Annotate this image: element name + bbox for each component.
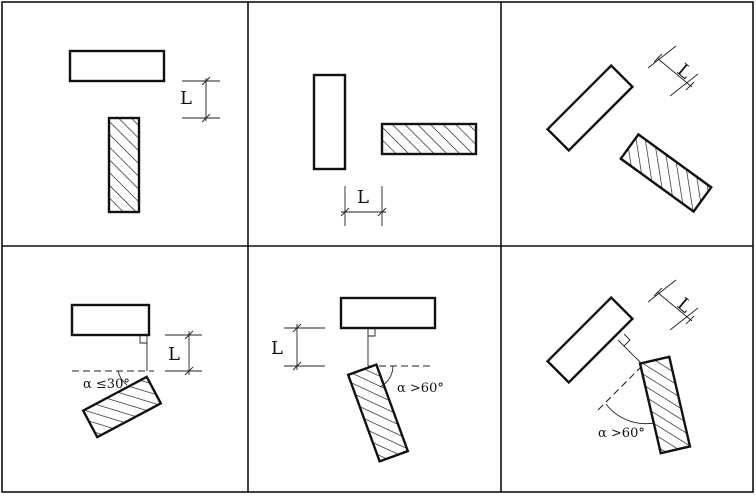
- perpendicular-connector: [367, 328, 376, 366]
- dimension-marker: [165, 330, 202, 376]
- hatched-block: [107, 116, 141, 214]
- dimension-label: L: [357, 187, 369, 208]
- plain-block: [312, 73, 347, 171]
- dimension-label: L: [673, 294, 696, 318]
- angle-label: α ≤30°: [83, 377, 130, 392]
- plain-block: [70, 303, 151, 337]
- dimension-marker: [647, 45, 699, 97]
- plain-block: [545, 295, 635, 385]
- dimension-marker: [182, 76, 220, 123]
- panel-3: L: [545, 45, 713, 214]
- dimension-marker: [340, 186, 387, 226]
- panel-2: L: [312, 73, 478, 226]
- angle-arc: [117, 370, 128, 386]
- hatched-block: [619, 132, 713, 214]
- hatched-block: [638, 355, 692, 455]
- hatched-block: [346, 363, 410, 463]
- reference-dashed-line: [597, 365, 643, 411]
- panel-6: α >60° L: [545, 279, 699, 455]
- panel-4: α ≤30° L: [70, 303, 202, 439]
- angle-arc: [379, 365, 394, 388]
- panel-1: L: [68, 49, 220, 214]
- dimension-label: L: [271, 338, 283, 359]
- angle-label: α >60°: [598, 426, 645, 441]
- plain-block: [339, 296, 437, 330]
- dimension-label: L: [180, 88, 192, 109]
- plain-block: [68, 49, 166, 83]
- angle-arc: [605, 403, 655, 425]
- hatched-block: [81, 375, 163, 439]
- hatched-block: [380, 122, 478, 156]
- dimension-label: L: [673, 60, 696, 84]
- dimension-marker: [284, 323, 325, 371]
- perpendicular-connector: [617, 333, 643, 365]
- angle-label: α >60°: [397, 381, 444, 396]
- dimension-marker: [647, 279, 699, 331]
- perpendicular-connector: [139, 335, 148, 371]
- panel-5: α >60° L: [271, 296, 444, 463]
- dimension-label: L: [168, 344, 180, 365]
- plain-block: [545, 63, 635, 153]
